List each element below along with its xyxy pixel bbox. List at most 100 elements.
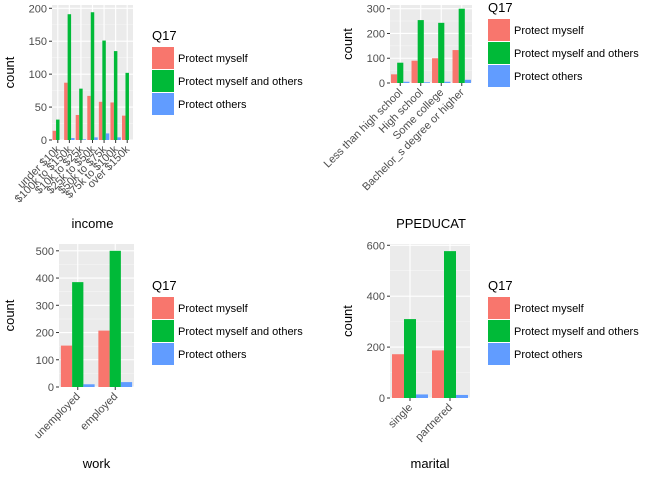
y-axis-title: count [2,299,17,331]
bar [83,384,95,387]
bar [110,102,114,140]
x-tick-label: employed [78,391,120,433]
bar [113,51,118,140]
bar [109,250,121,387]
y-tick-label: 150 [29,36,47,48]
legend-key [152,70,174,92]
y-tick-label: 100 [29,69,47,81]
y-axis-title: count [2,56,17,88]
legend-label: Protect others [514,349,583,361]
bar [94,137,98,140]
y-tick-label: 400 [36,273,54,285]
legend-key [488,343,510,365]
bar [87,95,91,140]
bar [391,74,398,83]
legend-key [152,297,174,319]
legend-label: Protect myself and others [178,76,303,88]
bar [432,350,444,398]
bar [423,82,430,83]
bar [105,133,110,140]
y-tick-label: 200 [367,342,385,354]
y-tick-label: 600 [367,240,385,252]
x-tick-label: unemployed [32,391,83,442]
legend-label: Protect myself [178,303,249,315]
y-tick-label: 50 [35,102,47,114]
y-tick-label: 0 [379,78,385,90]
legend-key [152,93,174,115]
legend-label: Protect others [178,99,247,111]
legend-label: Protect myself [514,25,585,37]
y-tick-label: 500 [36,246,54,258]
bar [64,82,68,140]
x-tick-label: partnered [413,402,455,444]
y-tick-label: 200 [367,28,385,40]
bar [125,72,129,140]
y-axis-title: count [340,305,355,337]
legend-key [152,47,174,69]
bar [120,382,133,387]
bar [403,81,410,83]
bar [90,12,95,140]
legend-title: Q17 [152,278,177,293]
y-tick-label: 100 [36,355,54,367]
y-tick-label: 300 [367,4,385,16]
bar [444,251,456,398]
y-tick-label: 200 [29,3,47,15]
x-axis-title: marital [410,456,449,471]
y-tick-label: 400 [367,291,385,303]
x-axis-title: work [82,456,111,471]
bar [122,115,126,140]
y-tick-label: 100 [367,53,385,65]
y-tick-label: 300 [36,300,54,312]
bar [438,22,445,83]
legend-label: Protect myself and others [514,326,639,338]
bar [71,138,75,140]
bar [98,101,103,140]
legend-key [488,297,510,319]
bar [72,282,84,387]
legend-label: Protect myself and others [514,48,639,60]
y-tick-label: 0 [379,393,385,405]
bar [417,20,424,84]
legend-label: Protect myself [178,53,249,65]
x-axis-title: PPEDUCAT [396,216,466,231]
legend-key [152,320,174,342]
bar [75,114,80,140]
legend-key [488,19,510,41]
bar [452,50,459,83]
x-axis-title: income [72,216,114,231]
bar [67,14,72,140]
x-tick-label: single [386,402,415,431]
legend-label: Protect myself and others [178,326,303,338]
legend-label: Protect myself [514,303,585,315]
legend-key [152,343,174,365]
bar [102,40,106,140]
y-tick-label: 0 [48,382,54,394]
bar [416,394,428,398]
y-tick-label: 0 [41,135,47,147]
bar [397,62,404,83]
bar [117,137,121,140]
legend-label: Protect others [514,71,583,83]
legend-title: Q17 [152,28,177,43]
bar [411,60,418,83]
bar [98,330,110,387]
y-axis-title: count [340,28,355,60]
bar [392,354,404,398]
bar [82,139,87,140]
bar [56,119,60,140]
legend-key [488,65,510,87]
bar [458,8,465,83]
y-tick-label: 200 [36,328,54,340]
bar [79,88,83,140]
bar [456,394,468,398]
legend-title: Q17 [488,0,513,15]
legend-label: Protect others [178,349,247,361]
bar [404,319,416,398]
bar [52,130,57,140]
bar [60,345,73,387]
bar [444,81,451,83]
bar [464,79,471,83]
bar [432,58,439,83]
